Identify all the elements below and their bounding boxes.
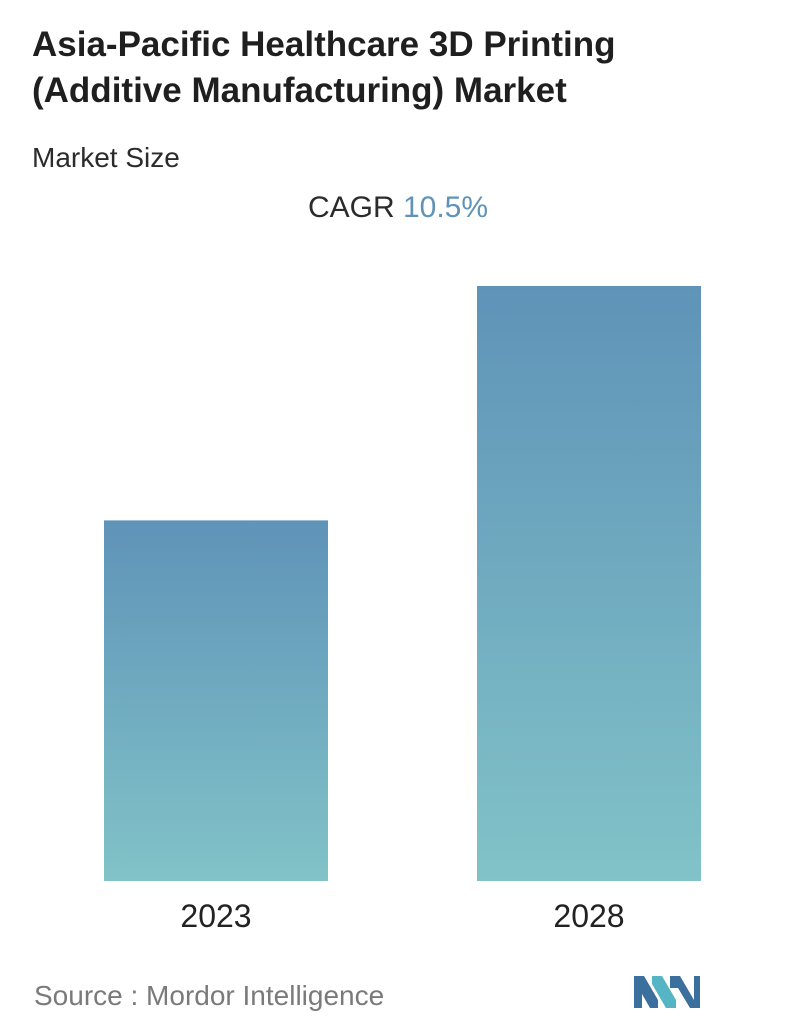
mordor-intelligence-logo-icon [634, 976, 700, 1008]
cagr-annotation: CAGR 10.5% [0, 188, 796, 228]
x-tick-label-2023: 2023 [180, 898, 251, 934]
bar-2028 [477, 286, 701, 881]
source-note: Source : Mordor Intelligence [34, 980, 385, 1011]
bars-group [104, 286, 701, 881]
chart-subtitle: Market Size [32, 142, 180, 173]
cagr-value: 10.5% [402, 191, 489, 224]
x-tick-label-2028: 2028 [553, 898, 624, 934]
chart-title: Asia-Pacific Healthcare 3D Printing (Add… [32, 25, 616, 110]
cagr-label: CAGR [307, 191, 395, 224]
x-axis-ticks: 2023 2028 [180, 898, 624, 934]
bar-2023 [104, 520, 328, 881]
